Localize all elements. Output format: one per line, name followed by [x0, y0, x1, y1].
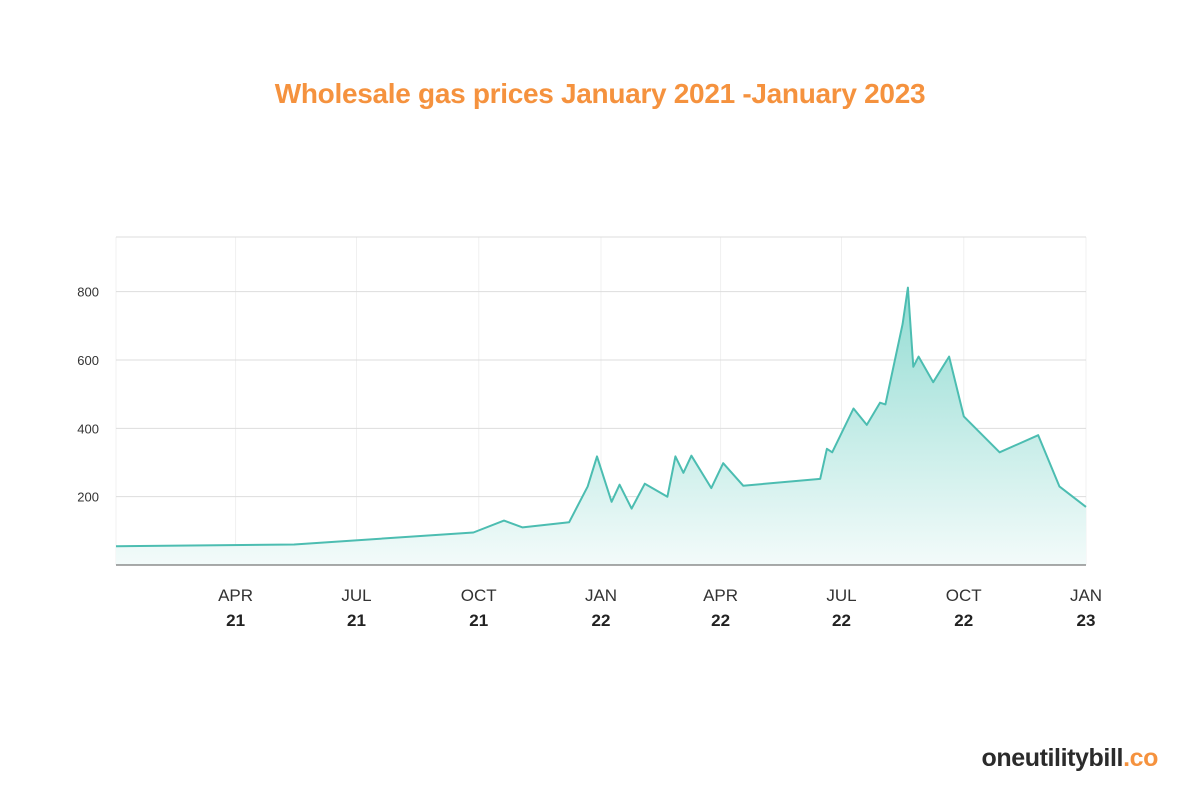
- x-tick-month-label: OCT: [461, 586, 497, 605]
- x-tick-year-label: 21: [347, 611, 366, 630]
- x-axis-tick-labels: APR 21 JUL 21 OCT 21 JAN 22 APR 22 JUL 22 OCT 22 JAN 23: [218, 586, 1102, 630]
- x-tick-month-label: OCT: [946, 586, 982, 605]
- brand-suffix: .co: [1123, 744, 1158, 772]
- x-tick-year-label: 22: [832, 611, 851, 630]
- y-tick-label: 600: [77, 353, 99, 368]
- x-tick-year-label: 22: [592, 611, 611, 630]
- x-tick-month-label: JUL: [826, 586, 856, 605]
- series-area: [116, 287, 1086, 565]
- brand-logo: oneutilitybill.co: [981, 744, 1158, 773]
- x-tick-year-label: 23: [1077, 611, 1096, 630]
- x-tick-month-label: JAN: [585, 586, 617, 605]
- x-tick-year-label: 21: [226, 611, 245, 630]
- series-line: [115, 286, 1087, 548]
- y-tick-label: 800: [77, 285, 99, 300]
- chart-title: Wholesale gas prices January 2021 -Janua…: [274, 78, 926, 109]
- x-tick-year-label: 21: [469, 611, 488, 630]
- y-axis-tick-labels: 200 400 600 800: [77, 285, 99, 505]
- x-tick-month-label: JUL: [341, 586, 371, 605]
- x-tick-year-label: 22: [954, 611, 973, 630]
- y-tick-label: 200: [77, 490, 99, 505]
- x-tick-year-label: 22: [711, 611, 730, 630]
- x-tick-month-label: JAN: [1070, 586, 1102, 605]
- x-tick-month-label: APR: [218, 586, 253, 605]
- y-tick-label: 400: [77, 421, 99, 436]
- x-tick-month-label: APR: [703, 586, 738, 605]
- brand-name: oneutilitybill: [981, 744, 1124, 772]
